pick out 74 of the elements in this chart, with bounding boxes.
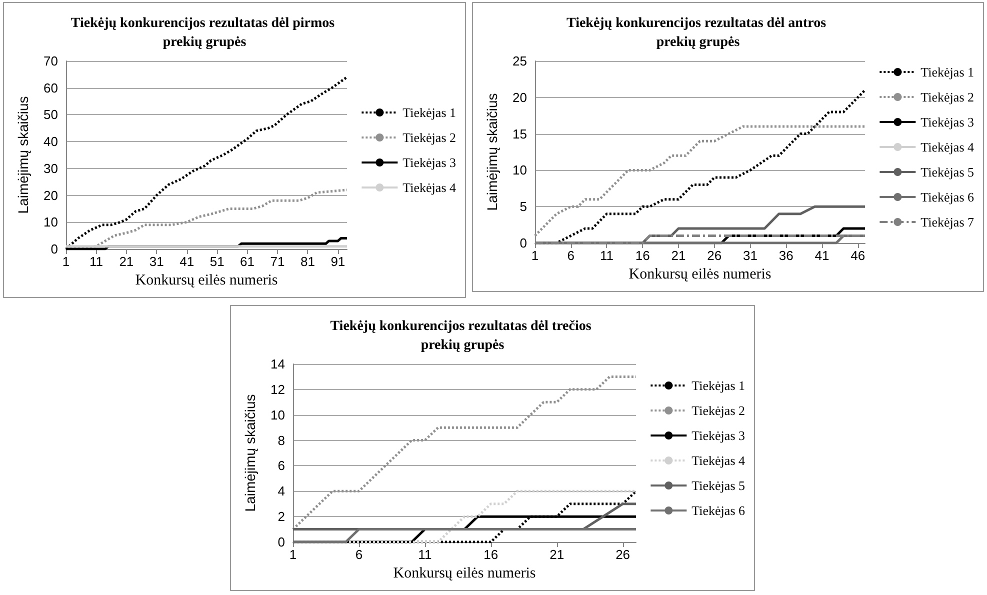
x-tick-label: 16 bbox=[635, 248, 650, 263]
x-tick-label: 11 bbox=[418, 547, 432, 562]
y-tick-label: 5 bbox=[520, 199, 527, 214]
chart-title: Tiekėjų konkurencijos rezultatas dėl pirmos prekių grupės bbox=[70, 16, 338, 50]
y-tick-label: 12 bbox=[270, 382, 285, 397]
x-tick-label: 41 bbox=[814, 248, 830, 263]
legend-label: Tiekėjas 6 bbox=[692, 503, 746, 518]
y-tick-label: 70 bbox=[44, 54, 58, 68]
y-tick-label: 25 bbox=[512, 54, 527, 68]
x-tick-label: 71 bbox=[270, 254, 285, 269]
x-tick-label: 21 bbox=[119, 254, 134, 269]
y-tick-label: 4 bbox=[278, 484, 285, 499]
legend-label: Tiekėjas 3 bbox=[402, 155, 456, 170]
y-tick-label: 14 bbox=[270, 356, 285, 372]
x-tick-label: 6 bbox=[567, 248, 574, 263]
y-tick-label: 50 bbox=[44, 107, 58, 122]
x-tick-label: 16 bbox=[484, 547, 498, 562]
legend-label: Tiekėjas 5 bbox=[920, 164, 974, 180]
y-tick-label: 10 bbox=[44, 214, 58, 230]
legend-label: Tiekėjas 2 bbox=[920, 90, 974, 104]
y-tick-label: 0 bbox=[50, 242, 58, 256]
legend-label: Tiekėjas 7 bbox=[920, 214, 974, 230]
x-tick-label: 81 bbox=[300, 254, 315, 269]
x-tick-label: 11 bbox=[89, 254, 103, 269]
legend-label: Tiekėjas 1 bbox=[920, 64, 974, 80]
chart-title: Tiekėjų konkurencijos rezultatas dėl trečios prekių grupės bbox=[330, 319, 595, 353]
y-tick-label: 0 bbox=[520, 236, 527, 250]
x-tick-label: 91 bbox=[330, 254, 346, 269]
y-tick-label: 15 bbox=[512, 126, 527, 142]
y-tick-label: 8 bbox=[278, 432, 285, 448]
legend-label: Tiekėjas 1 bbox=[692, 378, 745, 393]
y-tick-label: 0 bbox=[278, 534, 285, 550]
legend-label: Tiekėjas 2 bbox=[402, 130, 456, 145]
legend-label: Tiekėjas 4 bbox=[920, 140, 974, 154]
y-tick-label: 6 bbox=[278, 458, 285, 474]
legend-label: Tiekėjas 4 bbox=[692, 453, 746, 468]
legend-label: Tiekėjas 5 bbox=[692, 478, 745, 493]
x-tick-label: 1 bbox=[289, 547, 297, 562]
x-tick-label: 41 bbox=[180, 254, 194, 269]
x-tick-label: 36 bbox=[778, 248, 794, 263]
y-axis-title: Laimėjimų skaičius bbox=[242, 394, 258, 512]
x-tick-label: 46 bbox=[850, 248, 866, 263]
x-tick-label: 31 bbox=[149, 254, 164, 269]
x-tick-label: 21 bbox=[550, 547, 564, 562]
x-tick-label: 11 bbox=[600, 248, 614, 263]
legend-label: Tiekėjas 6 bbox=[920, 190, 974, 204]
y-tick-label: 2 bbox=[278, 509, 285, 524]
y-tick-label: 30 bbox=[44, 160, 58, 176]
x-tick-label: 51 bbox=[210, 254, 224, 269]
x-tick-label: 1 bbox=[62, 254, 70, 269]
x-tick-label: 26 bbox=[616, 547, 630, 562]
x-tick-label: 31 bbox=[742, 248, 758, 263]
legend-label: Tiekėjas 4 bbox=[402, 180, 456, 195]
legend-label: Tiekėjas 2 bbox=[692, 403, 745, 418]
x-axis-title: Konkursų eilės numeris bbox=[628, 266, 772, 282]
legend-label: Tiekėjas 1 bbox=[402, 105, 456, 120]
legend-label: Tiekėjas 3 bbox=[692, 428, 745, 443]
x-tick-label: 6 bbox=[355, 547, 363, 562]
y-tick-label: 40 bbox=[44, 134, 58, 150]
x-tick-label: 1 bbox=[531, 248, 539, 263]
y-tick-label: 10 bbox=[270, 407, 285, 422]
y-axis-title: Laimėjimų skaičius bbox=[484, 93, 500, 211]
chart-title: Tiekėjų konkurencijos rezultatas dėl antros prekių grupės bbox=[566, 16, 830, 50]
x-tick-label: 21 bbox=[671, 248, 686, 263]
x-tick-label: 26 bbox=[707, 248, 722, 263]
y-axis-title: Laimėjimų skaičius bbox=[15, 96, 31, 214]
y-tick-label: 60 bbox=[44, 80, 58, 96]
y-tick-label: 20 bbox=[512, 90, 527, 105]
x-axis-title: Konkursų eilės numeris bbox=[135, 272, 278, 288]
legend-label: Tiekėjas 3 bbox=[920, 114, 974, 130]
y-tick-label: 20 bbox=[44, 188, 58, 203]
x-tick-label: 61 bbox=[240, 254, 255, 269]
y-tick-label: 10 bbox=[512, 162, 527, 178]
x-axis-title: Konkursų eilės numeris bbox=[393, 565, 536, 582]
